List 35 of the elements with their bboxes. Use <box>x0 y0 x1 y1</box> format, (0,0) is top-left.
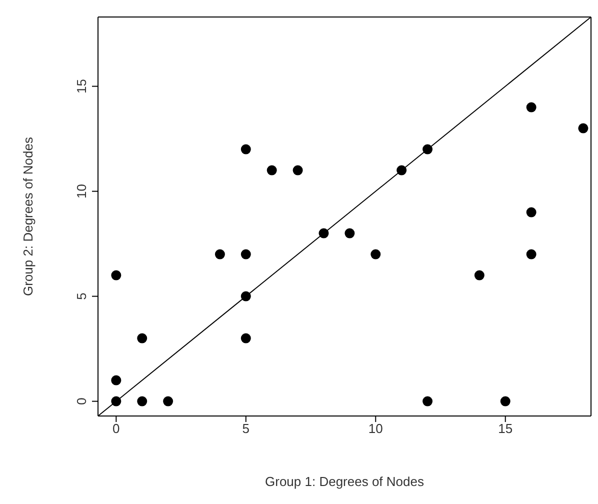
x-tick-label: 10 <box>368 421 383 436</box>
point <box>137 333 148 344</box>
point <box>422 396 433 406</box>
x-tick-label: 15 <box>498 421 513 436</box>
point <box>526 249 536 260</box>
point <box>240 333 251 344</box>
point <box>318 228 329 238</box>
point <box>111 396 122 406</box>
x-tick-label: 0 <box>112 421 120 436</box>
x-axis-title: Group 1: Degrees of Nodes <box>265 474 424 489</box>
point <box>474 270 484 280</box>
point <box>111 270 122 280</box>
y-tick-label: 5 <box>74 292 89 300</box>
x-tick-label: 5 <box>242 421 250 436</box>
point <box>214 249 225 260</box>
y-axis-title: Group 2: Degrees of Nodes <box>20 136 36 296</box>
point <box>526 207 536 218</box>
point <box>240 144 251 154</box>
point <box>500 396 510 406</box>
y-tick-label: 15 <box>74 79 89 94</box>
point <box>526 102 536 112</box>
point <box>111 375 122 386</box>
point <box>344 228 355 238</box>
point <box>396 165 407 176</box>
point <box>137 396 148 406</box>
point <box>240 291 251 302</box>
point <box>163 396 174 406</box>
point <box>292 165 303 176</box>
point <box>370 249 381 260</box>
point <box>266 165 277 176</box>
point <box>422 144 433 154</box>
y-tick-label: 0 <box>74 398 89 405</box>
point <box>240 249 251 260</box>
point <box>578 123 588 134</box>
y-tick-label: 10 <box>74 184 89 199</box>
